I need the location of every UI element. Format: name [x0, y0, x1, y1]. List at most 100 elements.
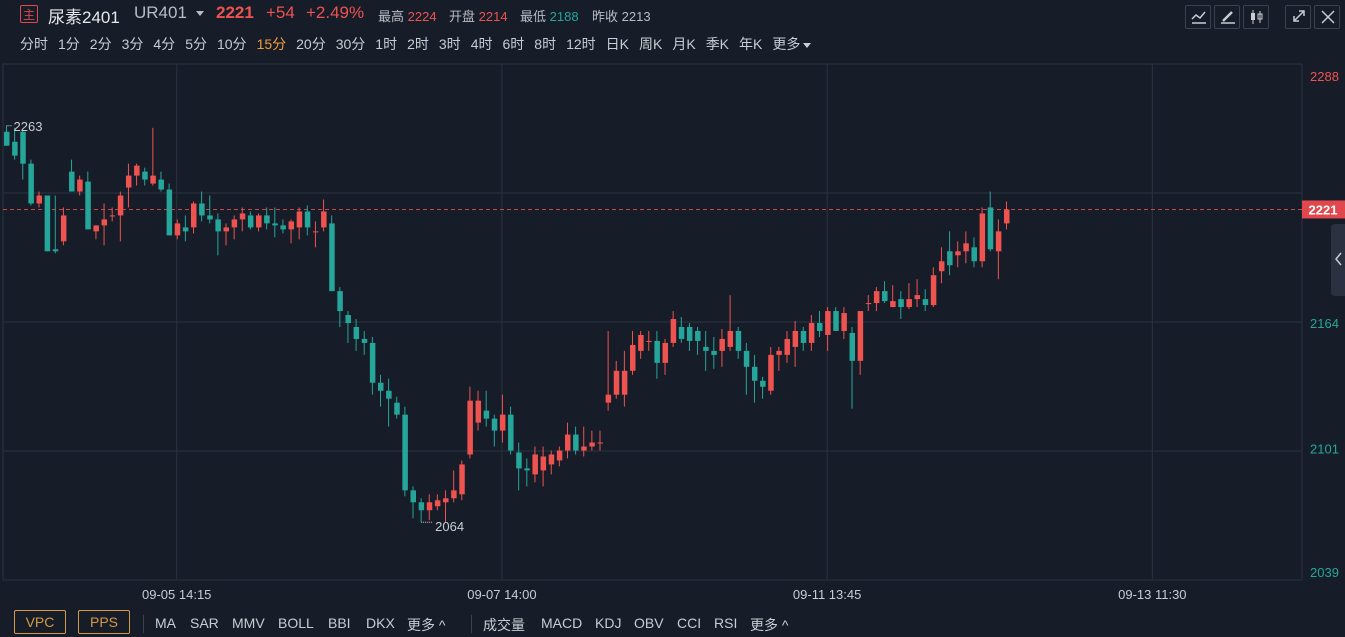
period-tab[interactable]: 5分: [185, 36, 207, 52]
indicator-bar: VPC PPS MA SAR MMV BOLL BBI DKX 成交量 MACD KDJ OBV C…: [0, 607, 1345, 637]
main-indicator-mmv[interactable]: MMV: [232, 615, 265, 631]
period-tab[interactable]: 季K: [705, 36, 730, 52]
candle-body: [125, 175, 132, 188]
candle-body: [882, 291, 888, 302]
close-button[interactable]: [1314, 5, 1340, 29]
pen-draw-icon: [1221, 11, 1235, 24]
candle-body: [280, 225, 286, 230]
period-tab[interactable]: 1时: [375, 36, 398, 52]
vpc-button[interactable]: VPC: [14, 610, 66, 634]
period-tab[interactable]: 日K: [605, 36, 629, 52]
symbol-code[interactable]: UR401: [134, 3, 187, 22]
candlestick-style-button[interactable]: [1243, 5, 1269, 29]
sub-indicator-item[interactable]: 成交量: [483, 617, 525, 633]
candle-body: [361, 338, 368, 343]
indicator-line-button[interactable]: [1185, 5, 1211, 29]
side-panel-toggle[interactable]: [1331, 224, 1345, 296]
candle-body: [402, 414, 408, 491]
period-tab[interactable]: 4时: [470, 36, 493, 52]
period-tab[interactable]: 分时: [20, 36, 48, 52]
candlestick-style-icon: [1251, 10, 1263, 24]
candle-body: [52, 249, 59, 252]
chevron-left-icon: [1335, 252, 1342, 266]
stat-prev-close-value: 2213: [621, 9, 651, 24]
period-tab[interactable]: 20分: [296, 36, 326, 52]
candle-body: [231, 219, 238, 228]
candle-body: [451, 490, 457, 499]
candle-body: [296, 211, 303, 228]
candle-body: [760, 380, 766, 387]
sub-indicator-item[interactable]: OBV: [634, 615, 664, 631]
candle-body: [678, 326, 685, 339]
main-indicator-boll[interactable]: BOLL: [278, 615, 314, 631]
period-tab[interactable]: 月K: [672, 36, 696, 52]
symbol-name[interactable]: 尿素2401: [48, 8, 120, 27]
period-tab[interactable]: 1分: [58, 36, 80, 52]
candle-body: [857, 311, 864, 361]
period-tab[interactable]: 12时: [566, 36, 596, 52]
candle-body: [711, 350, 717, 355]
candle-body: [4, 131, 10, 146]
period-tab[interactable]: 8时: [534, 36, 557, 52]
candle-body: [646, 340, 652, 342]
x-axis-tick-label: 09-13 11:30: [1118, 587, 1186, 602]
sub-indicator-item[interactable]: RSI: [714, 615, 738, 631]
candle-body: [329, 223, 335, 292]
candle-body: [345, 315, 351, 324]
candle-body: [418, 502, 425, 511]
candle-body: [36, 195, 43, 204]
stat-high: 最高 2224: [378, 6, 437, 25]
candle-body: [719, 338, 725, 351]
candle-body: [532, 454, 538, 475]
stat-open-value: 2214: [478, 9, 508, 24]
candle-body: [638, 334, 644, 351]
main-indicator-more-button[interactable]: 更多 ^: [407, 617, 446, 633]
candle-body: [304, 211, 311, 228]
sub-indicator-item[interactable]: CCI: [677, 615, 702, 631]
period-tab[interactable]: 年K: [739, 36, 763, 52]
main-indicator-sar[interactable]: SAR: [190, 615, 219, 631]
period-tab[interactable]: 3时: [438, 36, 461, 52]
main-indicator-dkx[interactable]: DKX: [366, 615, 395, 631]
pen-draw-button[interactable]: [1214, 5, 1240, 29]
x-axis-tick-label: 09-05 14:15: [142, 587, 211, 602]
period-tab[interactable]: 3分: [121, 36, 144, 52]
sub-indicator-more-button[interactable]: 更多 ^: [750, 617, 789, 633]
period-tab[interactable]: 2分: [89, 36, 112, 52]
candle-body: [995, 231, 1002, 252]
sub-indicator-item[interactable]: KDJ: [595, 615, 622, 631]
candle-body: [508, 414, 514, 451]
period-more-button[interactable]: 更多: [772, 34, 812, 54]
period-tab[interactable]: 周K: [639, 36, 663, 52]
period-tab[interactable]: 10分: [216, 36, 247, 52]
divider: [471, 615, 472, 633]
candle-body: [833, 311, 839, 331]
candle-body: [630, 344, 636, 371]
price-change: +54: [266, 3, 295, 22]
period-tab[interactable]: 15分: [256, 36, 287, 52]
period-tab[interactable]: 6时: [502, 36, 525, 52]
candle-body: [369, 342, 376, 383]
candle-body: [377, 382, 384, 391]
candle-body: [142, 171, 148, 180]
y-axis-tick-label: 2164: [1310, 316, 1339, 331]
candle-body: [239, 213, 246, 220]
period-tab[interactable]: 30分: [335, 36, 366, 52]
candlestick-chart[interactable]: 2288 2164 2101 2039 09-05 14:15 09-07 14:00 09…: [0, 0, 1345, 607]
candle-body: [654, 340, 660, 363]
main-indicator-bbi[interactable]: BBI: [328, 615, 351, 631]
candle-body: [776, 350, 782, 355]
candle-body: [109, 215, 116, 217]
main-indicator-ma[interactable]: MA: [155, 615, 176, 631]
sub-indicator-item[interactable]: MACD: [541, 615, 583, 631]
period-tab[interactable]: 4分: [153, 36, 176, 52]
candle-body: [264, 215, 270, 224]
candle-body: [101, 219, 108, 226]
candle-body: [174, 223, 181, 236]
period-tab[interactable]: 2时: [407, 36, 429, 52]
candle-body: [12, 141, 18, 156]
symbol-dropdown-caret-icon[interactable]: [196, 11, 204, 16]
candle-body: [44, 195, 51, 252]
pps-button[interactable]: PPS: [78, 610, 130, 634]
expand-button[interactable]: [1285, 5, 1311, 29]
